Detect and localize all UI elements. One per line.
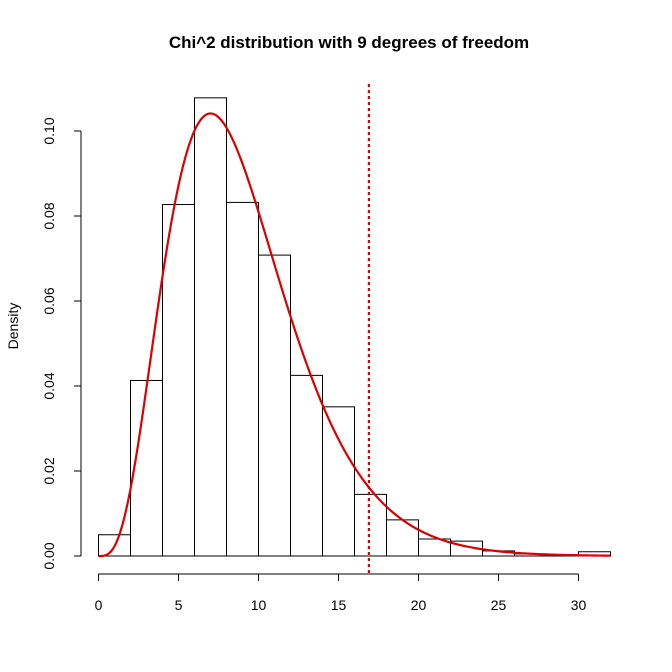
histogram-bar [258,254,291,557]
histogram-bar [290,374,323,557]
y-tick-label: 0.10 [41,117,57,144]
y-tick-label: 0.08 [41,202,57,229]
x-tick-label: 5 [175,597,183,613]
y-tick-label: 0.02 [41,457,57,484]
histogram-bar [130,379,163,557]
y-axis: 0.00 0.02 0.04 0.06 0.08 0.10 [41,117,82,570]
histogram-bar [162,204,195,557]
x-tick-label: 0 [95,597,103,613]
histogram-bar [226,201,259,557]
x-axis: 0 5 10 15 20 25 30 [95,573,587,613]
x-tick-label: 25 [491,597,507,613]
x-tick-label: 20 [411,597,427,613]
y-tick-label: 0.04 [41,372,57,399]
y-tick-label: 0.00 [41,542,57,569]
histogram-bars [98,97,611,557]
y-axis-label: Density [5,303,21,350]
x-tick-label: 15 [331,597,347,613]
histogram-bar [194,97,227,557]
x-tick-label: 30 [571,597,587,613]
histogram-bar [354,493,387,557]
chart-title: Chi^2 distribution with 9 degrees of fre… [169,33,529,52]
x-tick-label: 10 [251,597,267,613]
histogram-bar [386,519,419,557]
y-tick-label: 0.06 [41,287,57,314]
density-curve [98,112,611,558]
histogram-bar [322,406,355,557]
